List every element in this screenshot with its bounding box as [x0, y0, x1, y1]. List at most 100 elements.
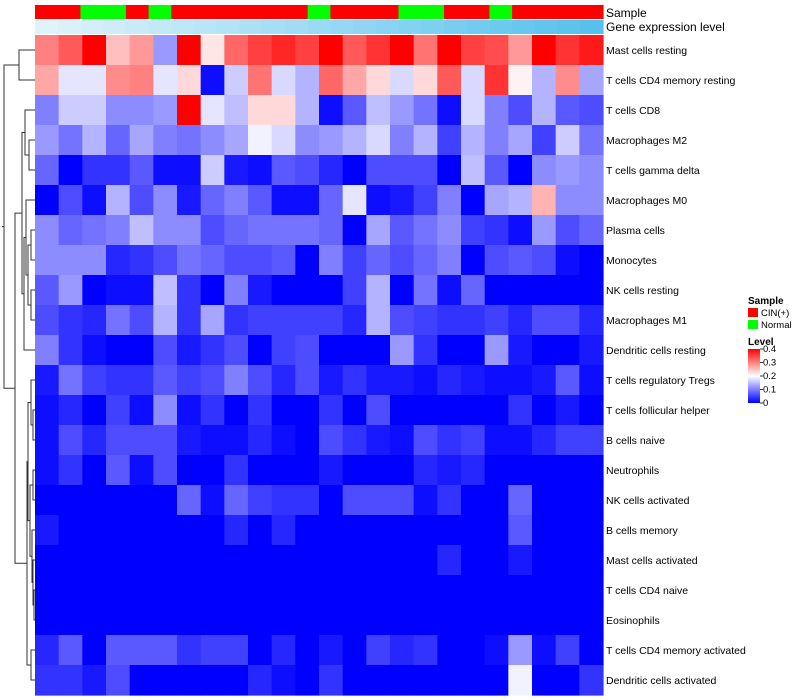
heatmap-cell: [508, 395, 533, 426]
heatmap-cell: [248, 275, 273, 306]
heatmap-cell: [295, 575, 320, 606]
heatmap-cell: [248, 425, 273, 456]
heatmap-cell: [484, 215, 509, 246]
heatmap-cell: [366, 545, 391, 576]
legend-cin-swatch: [748, 308, 758, 317]
heatmap-cell: [200, 635, 225, 666]
heatmap-cell: [35, 215, 60, 246]
sample-annotation-cell: [353, 5, 377, 19]
heatmap-cell: [271, 395, 296, 426]
heatmap-cell: [579, 545, 604, 576]
heatmap-cell: [153, 215, 178, 246]
heatmap-cell: [106, 455, 131, 486]
heatmap-cell: [82, 125, 107, 156]
heatmap-cell: [437, 335, 462, 366]
heatmap-cell: [82, 185, 107, 216]
heatmap-cell: [177, 365, 202, 396]
heatmap-cell: [555, 215, 580, 246]
heatmap-cell: [532, 515, 557, 546]
heatmap-cell: [129, 455, 154, 486]
dendrogram-branch: [32, 409, 35, 441]
heatmap-cell: [390, 545, 415, 576]
heatmap-cell: [342, 455, 367, 486]
heatmap-cell: [82, 65, 107, 96]
heatmap-cell: [248, 305, 273, 336]
gene-expression-cell: [512, 20, 536, 34]
heatmap-cell: [248, 245, 273, 276]
heatmap-cell: [555, 545, 580, 576]
heatmap-cell: [106, 275, 131, 306]
heatmap-cell: [248, 365, 273, 396]
heatmap-cell: [106, 125, 131, 156]
heatmap-cell: [35, 125, 60, 156]
heatmap-cell: [532, 185, 557, 216]
heatmap-cell: [35, 515, 60, 546]
sample-annotation-cell: [557, 5, 581, 19]
row-label: NK cells activated: [606, 495, 690, 507]
heatmap-cell: [532, 155, 557, 186]
heatmap-cell: [224, 35, 249, 66]
sample-annotation-cell: [375, 5, 400, 19]
heatmap-cell: [461, 245, 486, 276]
heatmap-cell: [461, 275, 486, 306]
sample-annotation-label: Sample: [606, 6, 647, 20]
heatmap-cell: [390, 125, 415, 156]
heatmap-cell: [532, 305, 557, 336]
heatmap-cell: [484, 365, 509, 396]
heatmap-cell: [579, 245, 604, 276]
heatmap-cell: [295, 35, 320, 66]
heatmap-cell: [532, 425, 557, 456]
row-label: T cells CD4 memory resting: [606, 75, 735, 87]
sample-annotation-cell: [466, 5, 490, 19]
heatmap-cell: [342, 575, 367, 606]
heatmap-cell: [579, 125, 604, 156]
heatmap-cell: [82, 95, 107, 126]
heatmap-cell: [153, 455, 178, 486]
heatmap-cell: [508, 635, 533, 666]
heatmap-cell: [461, 515, 486, 546]
gene-expression-cell: [57, 20, 82, 34]
heatmap-cell: [390, 425, 415, 456]
sample-annotation-cell: [35, 5, 59, 19]
heatmap-cell: [248, 395, 273, 426]
gene-expression-cell: [80, 20, 104, 34]
heatmap-cell: [532, 455, 557, 486]
heatmap-cell: [177, 125, 202, 156]
heatmap-cell: [35, 95, 60, 126]
heatmap-cell: [295, 335, 320, 366]
heatmap-cell: [508, 515, 533, 546]
heatmap-cell: [484, 515, 509, 546]
heatmap-cell: [271, 125, 296, 156]
heatmap-cell: [366, 65, 391, 96]
heatmap-cell: [106, 245, 131, 276]
heatmap-cell: [319, 635, 344, 666]
heatmap-cell: [437, 545, 462, 576]
row-label: T cells follicular helper: [606, 405, 710, 417]
sample-annotation-cell: [421, 5, 445, 19]
heatmap-cell: [200, 665, 225, 696]
heatmap-cell: [342, 185, 367, 216]
heatmap-cell: [555, 155, 580, 186]
heatmap-cell: [295, 395, 320, 426]
gene-expression-cell: [216, 20, 241, 34]
heatmap-cell: [461, 485, 486, 516]
heatmap-cell: [461, 95, 486, 126]
heatmap-cell: [58, 155, 83, 186]
heatmap-cell: [106, 35, 131, 66]
heatmap-cell: [508, 665, 533, 696]
heatmap-cell: [153, 365, 178, 396]
heatmap-cell: [200, 125, 225, 156]
heatmap-cell: [484, 65, 509, 96]
heatmap-cell: [508, 425, 533, 456]
heatmap-cell: [177, 335, 202, 366]
heatmap-cell: [366, 35, 391, 66]
heatmap-cell: [532, 275, 557, 306]
heatmap-cell: [224, 425, 249, 456]
level-tick-label: 0.2: [763, 371, 776, 382]
heatmap-cell: [35, 35, 60, 66]
heatmap-cell: [319, 125, 344, 156]
gene-expression-cell: [534, 20, 559, 34]
heatmap-cell: [153, 305, 178, 336]
heatmap-cell: [35, 545, 60, 576]
heatmap-cell: [579, 275, 604, 306]
